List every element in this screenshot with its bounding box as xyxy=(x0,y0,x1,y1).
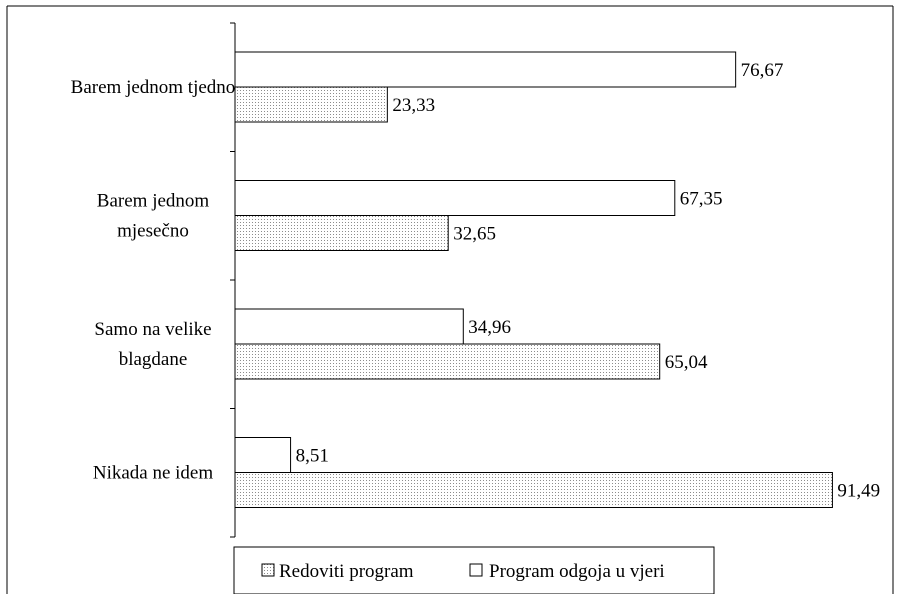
data-label-program-odgoja-u-vjeri: 34,96 xyxy=(468,317,511,338)
bar-redoviti-program xyxy=(234,343,661,380)
data-label-program-odgoja-u-vjeri: 76,67 xyxy=(741,60,784,81)
data-labels: 76,67 23,33 67,35 32,65 34,96 65,04 8,51 91,49 xyxy=(296,60,881,502)
legend-swatch-program-odgoja xyxy=(469,563,483,577)
category-label: Nikada ne idem xyxy=(93,463,214,484)
bar-redoviti-program xyxy=(234,215,449,251)
data-label-program-odgoja-u-vjeri: 8,51 xyxy=(296,446,329,467)
category-label: blagdane xyxy=(119,349,188,370)
bar-program-odgoja-u-vjeri xyxy=(234,437,292,473)
legend-swatch-redoviti xyxy=(261,563,275,577)
bar-program-odgoja-u-vjeri xyxy=(234,180,676,216)
bar-redoviti-program xyxy=(234,86,388,123)
category-label: Barem jednom xyxy=(97,191,210,212)
legend-label-redoviti: Redoviti program xyxy=(279,561,414,582)
data-label-redoviti-program: 65,04 xyxy=(665,352,708,373)
legend-label-program-odgoja: Program odgoja u vjeri xyxy=(489,561,665,582)
data-label-program-odgoja-u-vjeri: 67,35 xyxy=(680,189,723,210)
category-labels: Barem jednom tjedno Barem jednom mjesečno S… xyxy=(71,77,236,484)
data-label-redoviti-program: 91,49 xyxy=(837,481,880,502)
category-axis xyxy=(230,22,236,538)
legend: Redoviti program Program odgoja u vjeri xyxy=(233,546,715,594)
bar-program-odgoja-u-vjeri xyxy=(234,51,737,88)
bars xyxy=(234,51,833,508)
data-label-redoviti-program: 32,65 xyxy=(453,224,496,245)
category-label: Samo na velike xyxy=(94,319,211,340)
bar-redoviti-program xyxy=(234,472,833,508)
legend-box xyxy=(233,546,715,594)
category-label: Barem jednom tjedno xyxy=(71,77,236,98)
bar-program-odgoja-u-vjeri xyxy=(234,308,464,345)
data-label-redoviti-program: 23,33 xyxy=(392,95,435,116)
category-label: mjesečno xyxy=(117,221,189,242)
